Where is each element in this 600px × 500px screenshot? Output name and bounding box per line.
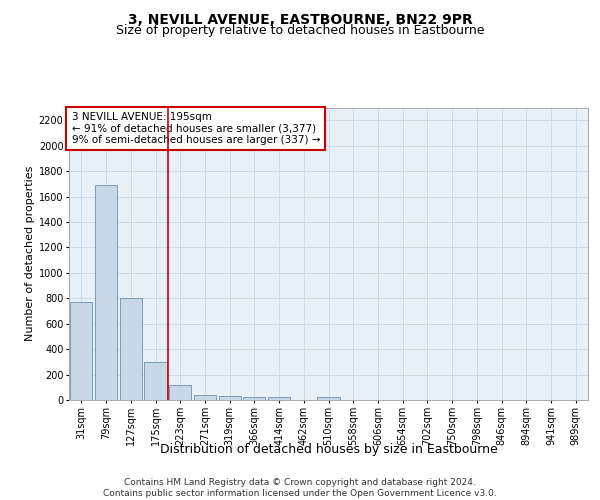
- Bar: [194, 394, 216, 400]
- Bar: [145, 362, 167, 400]
- Bar: [169, 386, 191, 400]
- Y-axis label: Number of detached properties: Number of detached properties: [25, 166, 35, 342]
- Bar: [70, 302, 92, 400]
- Text: 3 NEVILL AVENUE: 195sqm
← 91% of detached houses are smaller (3,377)
9% of semi-: 3 NEVILL AVENUE: 195sqm ← 91% of detache…: [71, 112, 320, 145]
- Bar: [95, 185, 117, 400]
- Bar: [243, 397, 265, 400]
- Bar: [218, 396, 241, 400]
- Text: Distribution of detached houses by size in Eastbourne: Distribution of detached houses by size …: [160, 442, 497, 456]
- Text: Size of property relative to detached houses in Eastbourne: Size of property relative to detached ho…: [116, 24, 484, 37]
- Bar: [317, 397, 340, 400]
- Text: Contains HM Land Registry data © Crown copyright and database right 2024.
Contai: Contains HM Land Registry data © Crown c…: [103, 478, 497, 498]
- Text: 3, NEVILL AVENUE, EASTBOURNE, BN22 9PR: 3, NEVILL AVENUE, EASTBOURNE, BN22 9PR: [128, 12, 472, 26]
- Bar: [119, 298, 142, 400]
- Bar: [268, 398, 290, 400]
